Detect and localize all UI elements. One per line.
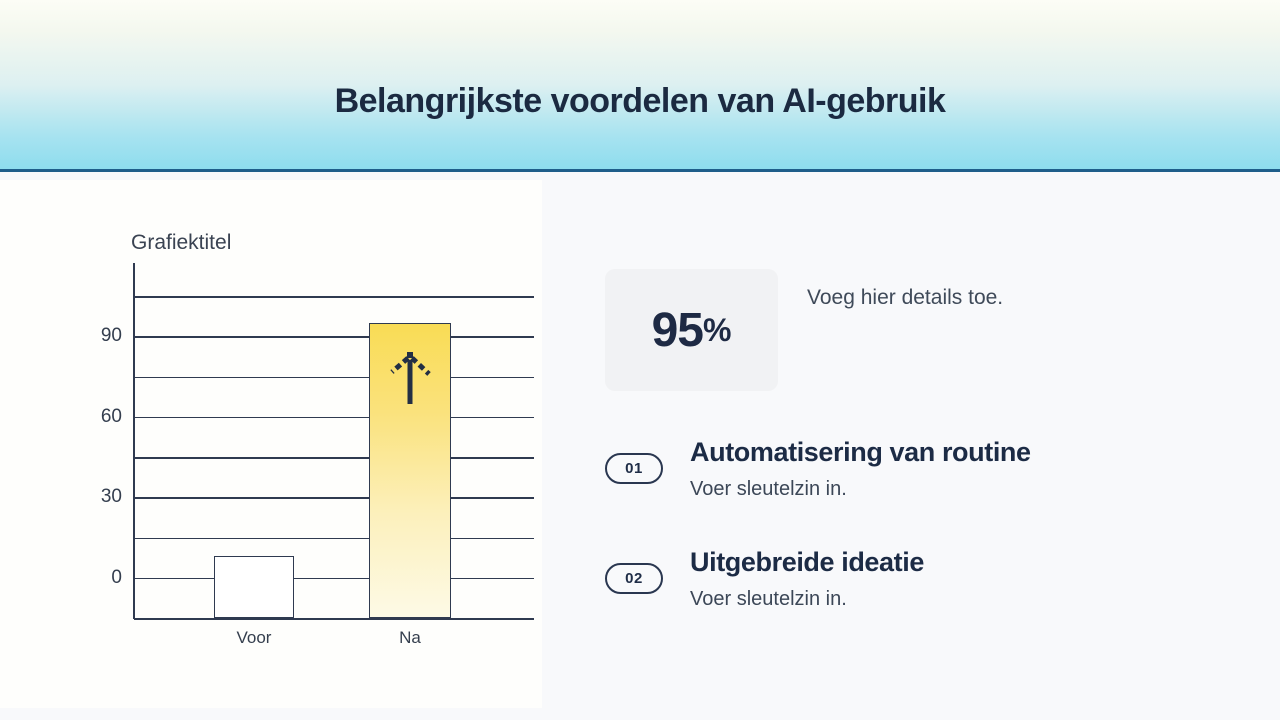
gridline: [134, 416, 534, 419]
item-title: Automatisering van routine: [690, 437, 1031, 467]
stat-caption: Voeg hier details toe.: [807, 286, 1004, 309]
gridline: [134, 497, 534, 499]
x-tick-label: Na: [399, 628, 421, 647]
item-title: Uitgebreide ideatie: [690, 547, 924, 577]
chart-title: Grafiektitel: [131, 231, 232, 254]
gridline: [134, 537, 534, 539]
item-subtitle: Voer sleutelzin in.: [690, 478, 847, 500]
stat-value: 95: [651, 303, 704, 357]
slide-title: Belangrijkste voordelen van AI-gebruik: [334, 82, 946, 120]
y-axis-line: [133, 263, 135, 619]
x-tick-label: Voor: [236, 628, 272, 647]
gridline: [134, 336, 534, 338]
item-number-badge: 01: [605, 453, 663, 484]
up-arrow-icon: [390, 351, 431, 404]
stat-unit: %: [702, 311, 732, 348]
gridline: [134, 296, 534, 298]
y-tick-label: 90: [100, 325, 122, 347]
gridline: [134, 376, 534, 378]
item-subtitle: Voer sleutelzin in.: [690, 588, 847, 610]
x-axis-baseline: [134, 618, 534, 620]
chart-panel: [0, 180, 542, 708]
item-number-badge: 02: [605, 563, 663, 594]
y-tick-label: 30: [100, 486, 122, 508]
y-tick-label: 0: [111, 566, 122, 588]
bar-voor: [214, 556, 294, 618]
stat-card: 95%: [605, 269, 778, 391]
gridline: [134, 577, 534, 580]
bar-na: [369, 322, 451, 618]
slide-header: Belangrijkste voordelen van AI-gebruik: [0, 0, 1280, 172]
y-tick-label: 60: [100, 405, 122, 427]
gridline: [134, 457, 534, 459]
